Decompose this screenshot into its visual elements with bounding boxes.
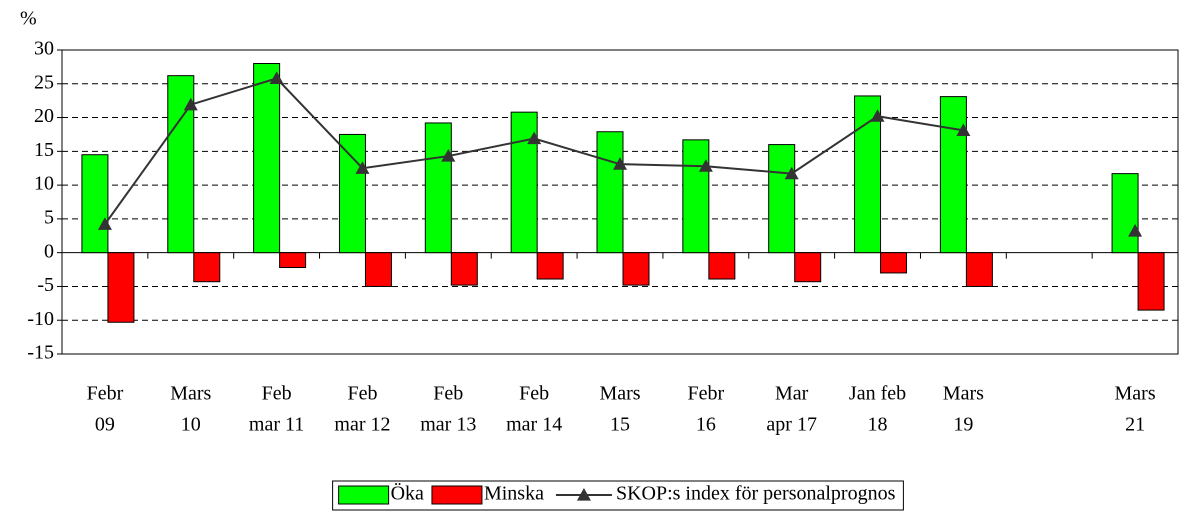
bar (81, 154, 109, 254)
bar (854, 95, 882, 254)
bar (939, 96, 967, 254)
bar (536, 252, 564, 280)
bar (596, 131, 624, 254)
bar (338, 133, 366, 254)
y-tick-label: 25 (34, 71, 54, 93)
x-tick-label: 09 (95, 414, 115, 436)
x-tick-label: apr 17 (766, 414, 817, 436)
legend: Öka Minska SKOP:s index för personalprogno… (332, 480, 904, 511)
x-tick-label: Mars (1115, 383, 1156, 405)
x-tick-label: mar 11 (249, 414, 304, 436)
line-marker (870, 109, 885, 122)
line-marker (183, 97, 198, 111)
legend-label: SKOP:s index för personalprognos (616, 483, 896, 505)
bar (364, 252, 392, 287)
x-tick-label: 19 (953, 414, 973, 436)
line-marker (527, 131, 542, 145)
x-tick-label: mar 13 (420, 414, 476, 436)
line-marker (784, 166, 799, 180)
legend-box (332, 480, 904, 511)
y-tick-label: 10 (34, 173, 54, 195)
legend-swatch (338, 485, 390, 505)
x-tick-label: Mars (943, 383, 984, 405)
legend-label: Öka (391, 482, 424, 505)
y-tick-label: -10 (27, 308, 54, 330)
bar (1111, 173, 1139, 254)
bar (708, 252, 736, 280)
bar (450, 252, 478, 286)
x-tick-label: mar 12 (334, 414, 390, 436)
x-tick-label: Mars (599, 383, 640, 405)
y-tick-label: -15 (27, 342, 54, 364)
plot-frame (61, 49, 1179, 355)
y-unit-label: % (20, 8, 37, 30)
line-marker (97, 217, 112, 230)
line-marker (956, 123, 971, 136)
legend-swatch (576, 488, 591, 501)
line-marker (613, 157, 627, 170)
bar (424, 122, 452, 254)
y-tick-label: 5 (44, 206, 54, 228)
y-tick-label: 30 (34, 38, 54, 60)
line-marker (441, 149, 456, 162)
bar (193, 252, 221, 283)
x-tick-label: 15 (610, 414, 630, 436)
x-tick-label: 10 (181, 414, 201, 436)
x-tick-label: mar 14 (506, 414, 562, 436)
x-tick-label: 16 (696, 414, 716, 436)
bar (880, 252, 908, 274)
y-tick-label: 15 (34, 139, 54, 161)
x-tick-label: Feb (433, 383, 463, 405)
x-tick-label: Feb (347, 383, 377, 405)
bar (965, 252, 993, 287)
line-marker (698, 159, 713, 172)
x-tick-label: Mars (170, 383, 211, 405)
x-tick-label: Feb (262, 383, 292, 405)
y-tick-label: 0 (44, 240, 54, 262)
bar (1137, 252, 1165, 311)
x-tick-label: Feb (519, 383, 549, 405)
bar (622, 252, 650, 286)
x-tick-label: 21 (1125, 414, 1145, 436)
bar (768, 144, 796, 254)
legend-label: Minska (484, 483, 544, 505)
x-tick-label: Mar (775, 383, 809, 405)
x-tick-label: Jan feb (849, 383, 906, 405)
line-marker (269, 71, 284, 84)
x-tick-label: Febr (87, 383, 124, 405)
y-tick-label: 20 (34, 105, 54, 127)
bar (279, 252, 307, 269)
bar (107, 252, 135, 323)
bar (253, 63, 281, 254)
x-tick-label: Febr (688, 383, 725, 405)
bar (682, 139, 710, 254)
line-marker (355, 161, 370, 174)
x-tick-label: 18 (868, 414, 888, 436)
bar (794, 252, 822, 283)
legend-swatch (431, 485, 483, 505)
line-marker (1128, 224, 1143, 237)
y-tick-label: -5 (37, 274, 54, 296)
